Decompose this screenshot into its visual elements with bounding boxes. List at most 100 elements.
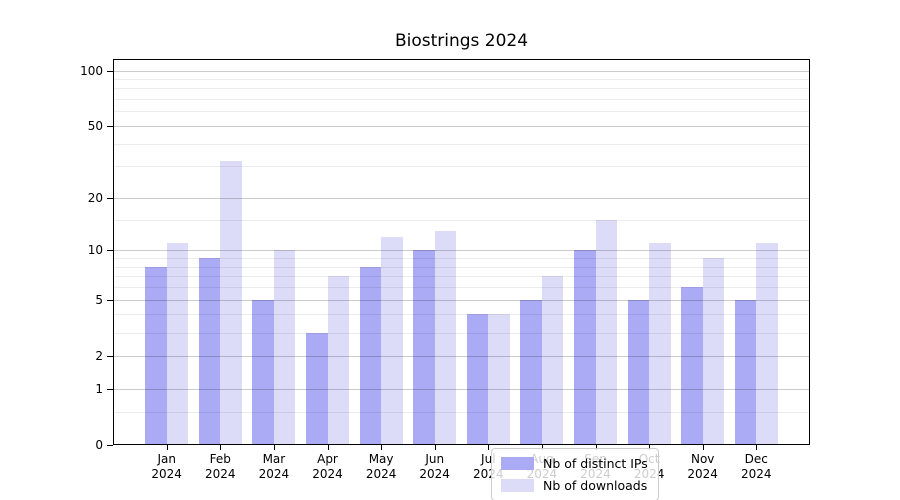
x-tick-mark	[488, 445, 490, 450]
bar-downloads-aug	[541, 276, 564, 445]
gridline-major	[113, 355, 810, 357]
bar-distinct-ips-aug	[520, 299, 542, 445]
bar-distinct-ips-oct	[627, 299, 650, 445]
gridline-major	[113, 388, 810, 390]
bar-downloads-dec	[756, 243, 778, 445]
x-tick-label-jan: Jan 2024	[135, 452, 199, 482]
gridline-minor	[113, 99, 810, 101]
y-tick-mark	[107, 70, 113, 72]
x-tick-mark	[434, 445, 436, 450]
x-tick-label-nov: Nov 2024	[671, 452, 735, 482]
gridline-major	[113, 299, 810, 301]
gridline-minor	[113, 332, 810, 334]
y-tick-label: 2	[95, 348, 103, 363]
x-tick-label-apr: Apr 2024	[296, 452, 360, 482]
x-tick-month: Feb	[209, 452, 231, 466]
bar-downloads-jul	[488, 314, 510, 445]
x-tick-year: 2024	[687, 467, 718, 481]
gridline-minor	[113, 88, 810, 90]
x-tick-year: 2024	[419, 467, 450, 481]
gridline-minor	[113, 258, 810, 260]
x-tick-mark	[273, 445, 275, 450]
bar-distinct-ips-feb	[198, 258, 221, 445]
gridline-minor	[113, 314, 810, 316]
gridline-minor	[113, 166, 810, 168]
x-tick-year: 2024	[151, 467, 182, 481]
y-tick-mark	[107, 198, 113, 199]
bar-distinct-ips-jun	[413, 250, 435, 445]
gridline-major	[113, 70, 810, 72]
x-tick-month: Jan	[157, 452, 176, 466]
x-tick-year: 2024	[312, 467, 343, 481]
bar-distinct-ips-dec	[734, 299, 757, 445]
y-tick-label: 50	[87, 119, 103, 133]
gridline-minor	[113, 143, 810, 145]
x-tick-year: 2024	[258, 467, 290, 481]
bar-downloads-apr	[327, 276, 349, 445]
x-tick-month: Nov	[690, 452, 715, 466]
bar-downloads-mar	[273, 250, 296, 445]
bar-downloads-oct	[649, 243, 671, 445]
legend-label-distinct-ips: Nb of distinct IPs	[543, 456, 648, 471]
y-tick-label: 20	[87, 191, 103, 205]
x-tick-label-dec: Dec 2024	[724, 452, 788, 482]
x-tick-mark	[381, 445, 383, 450]
x-tick-month: Mar	[262, 452, 286, 466]
y-tick-label: 10	[87, 243, 103, 258]
bar-downloads-jan	[166, 243, 189, 445]
x-tick-month: Jun	[425, 452, 445, 466]
y-tick-label: 1	[95, 381, 103, 396]
bar-downloads-sep	[595, 220, 617, 445]
x-tick-mark	[702, 445, 704, 450]
x-tick-year: 2024	[741, 467, 772, 481]
bar-distinct-ips-sep	[574, 250, 596, 445]
bar-downloads-may	[381, 236, 403, 445]
x-tick-month: Dec	[744, 452, 768, 466]
bar-downloads-jun	[434, 230, 457, 445]
y-tick-label: 5	[95, 292, 103, 307]
x-tick-mark	[649, 445, 651, 450]
gridline-major	[113, 126, 810, 127]
bar-distinct-ips-apr	[306, 332, 328, 445]
x-tick-year: 2024	[365, 467, 397, 481]
x-tick-month: May	[368, 452, 394, 466]
gridline-minor	[113, 79, 810, 80]
y-tick-mark	[107, 445, 113, 446]
legend-swatch-downloads	[501, 479, 534, 492]
x-tick-mark	[756, 445, 758, 450]
y-tick-mark	[107, 126, 113, 127]
bar-distinct-ips-nov	[681, 287, 703, 445]
x-tick-mark	[327, 445, 329, 450]
x-tick-mark	[166, 445, 168, 450]
bar-distinct-ips-mar	[252, 299, 274, 445]
plot-area: Nb of distinct IPs Nb of downloads	[113, 59, 810, 500]
y-tick-mark	[107, 355, 113, 357]
x-tick-mark	[541, 445, 543, 450]
legend: Nb of distinct IPs Nb of downloads	[491, 448, 659, 500]
x-tick-mark	[595, 445, 597, 450]
y-tick-label: 100	[80, 63, 103, 78]
x-tick-year: 2024	[205, 467, 236, 481]
gridline-major	[113, 198, 810, 199]
gridline-major	[113, 250, 810, 252]
y-tick-mark	[107, 299, 113, 301]
gridline-minor	[113, 220, 810, 221]
y-tick-label: 0	[95, 438, 103, 452]
bar-distinct-ips-jul	[466, 314, 489, 445]
legend-item-downloads: Nb of downloads	[501, 478, 648, 493]
gridline-minor	[113, 266, 810, 268]
gridline-minor	[113, 412, 810, 414]
x-tick-label-may: May 2024	[349, 452, 413, 482]
y-tick-mark	[107, 250, 113, 252]
x-tick-mark	[220, 445, 222, 450]
bar-distinct-ips-may	[359, 266, 382, 445]
x-tick-label-feb: Feb 2024	[188, 452, 252, 482]
legend-swatch-distinct-ips	[501, 457, 534, 470]
legend-item-distinct-ips: Nb of distinct IPs	[501, 456, 648, 471]
x-tick-month: Apr	[317, 452, 338, 466]
bar-downloads-feb	[220, 161, 242, 445]
gridline-minor	[113, 276, 810, 278]
x-tick-label-mar: Mar 2024	[242, 452, 306, 482]
chart-title: Biostrings 2024	[394, 31, 529, 51]
